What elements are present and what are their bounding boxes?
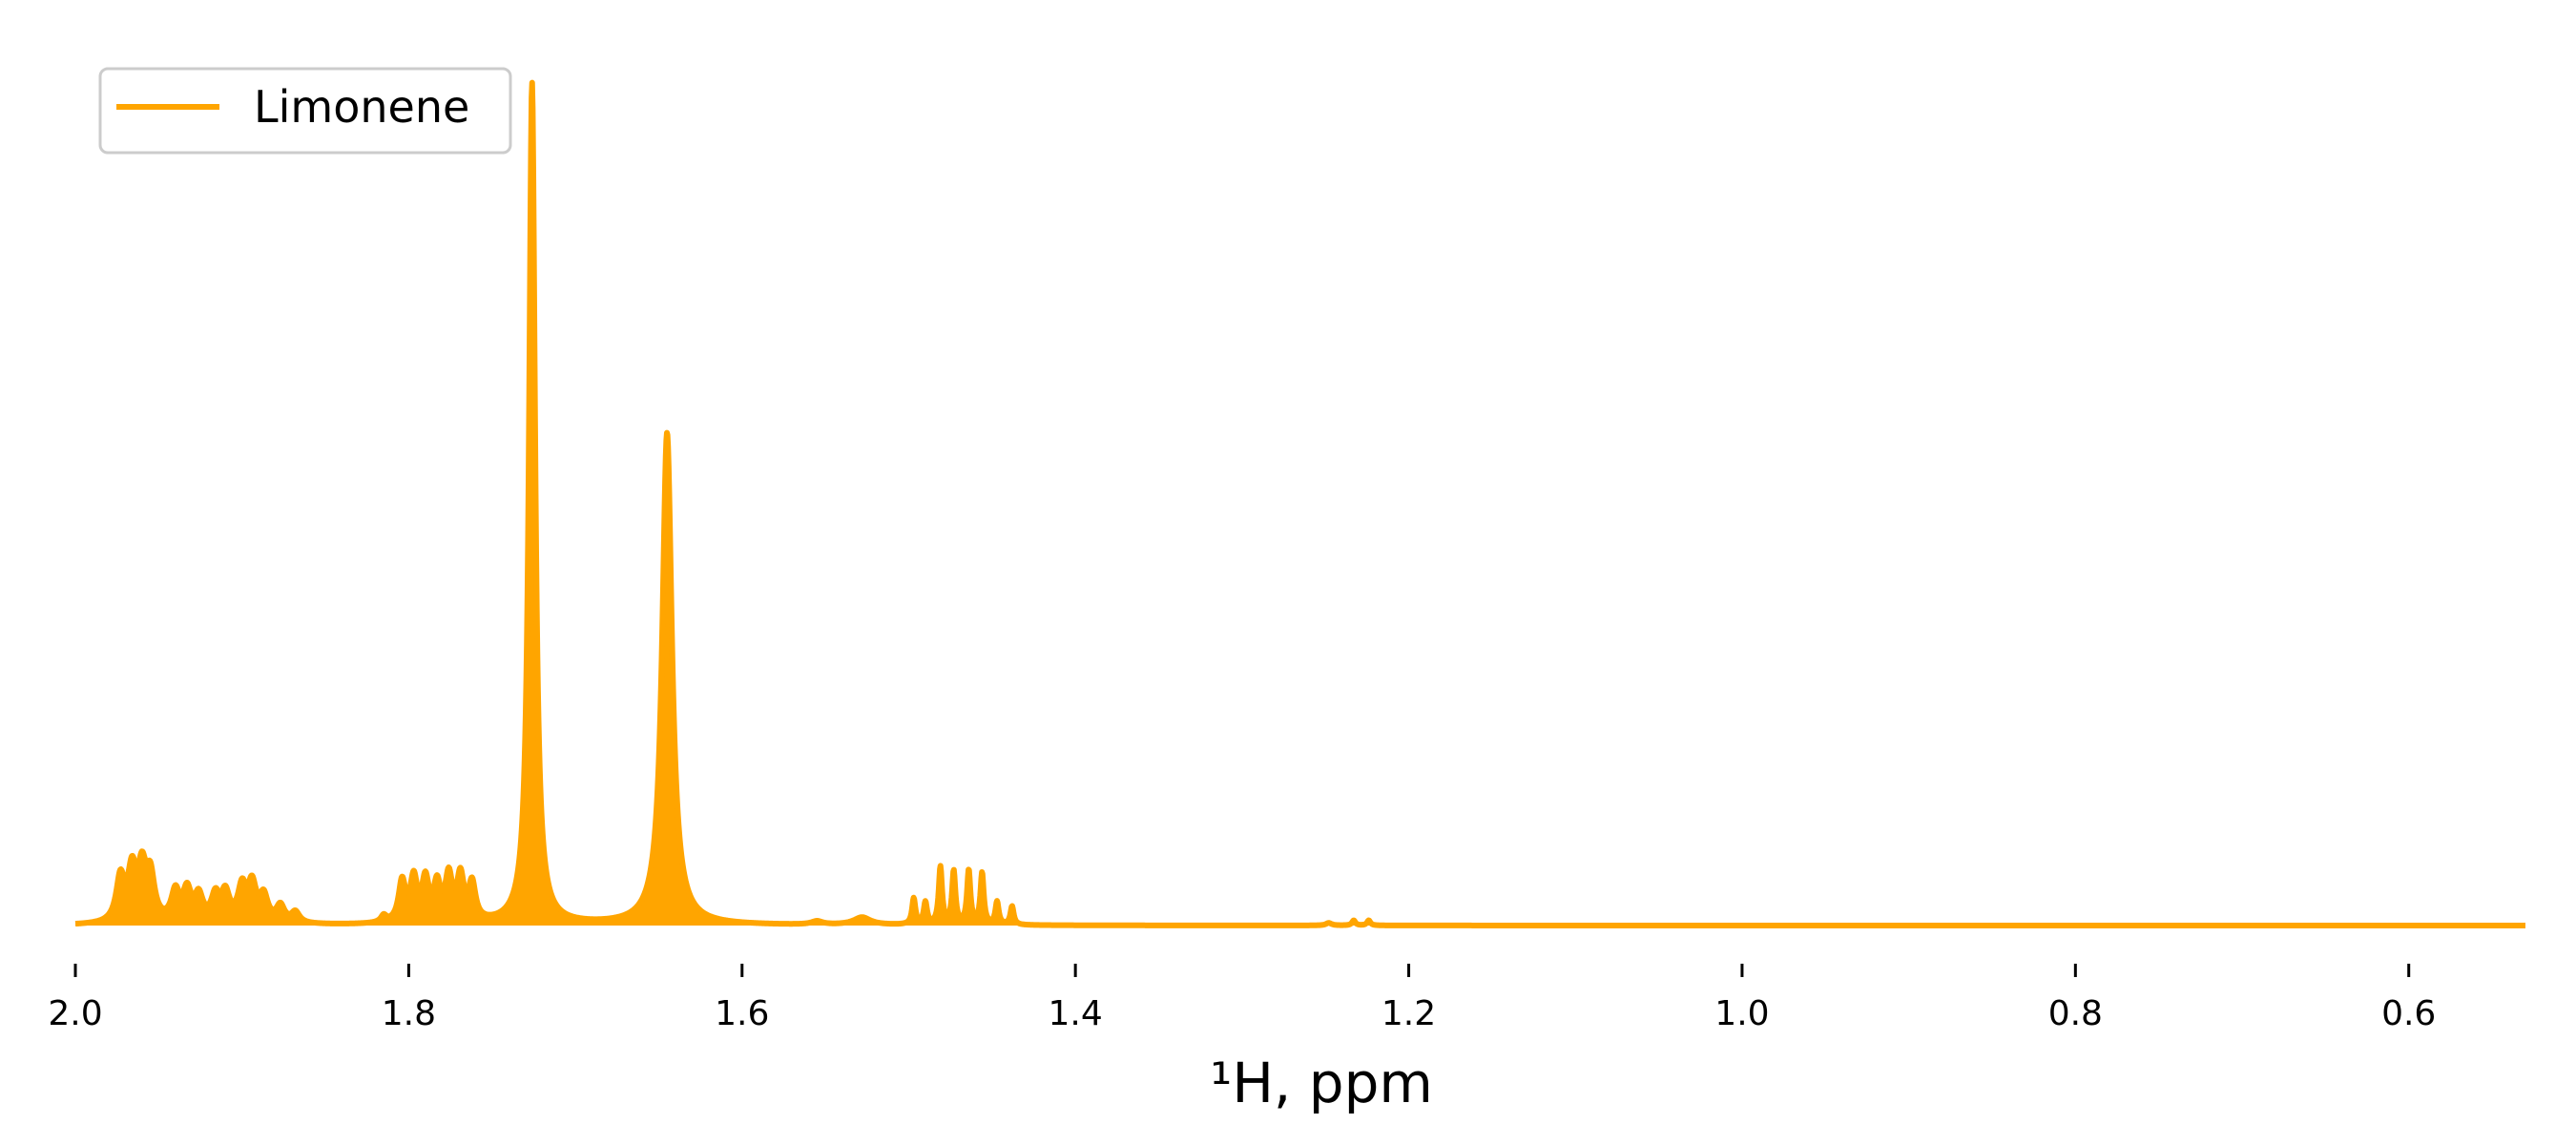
x-tick-label: 0.8 — [2048, 994, 2103, 1033]
x-tick-label: 1.0 — [1714, 994, 1769, 1033]
spectrum-line-limonene — [73, 79, 2528, 928]
x-axis: 2.0 1.8 1.6 1.4 1.2 1.0 0.8 0.6 — [48, 964, 2436, 1033]
x-tick-label: 0.6 — [2381, 994, 2436, 1033]
x-tick-label: 1.4 — [1049, 994, 1103, 1033]
spectrum-layer — [73, 79, 2528, 928]
x-tick-label: 1.6 — [715, 994, 769, 1033]
x-tick-label: 1.2 — [1381, 994, 1436, 1033]
x-axis-label: ¹H, ppm — [1210, 1051, 1433, 1115]
x-tick-label: 1.8 — [382, 994, 436, 1033]
spectrum-fill-limonene — [75, 82, 2525, 926]
legend-frame — [98, 67, 512, 155]
x-tick-label: 2.0 — [48, 994, 102, 1033]
legend: Limonene — [98, 67, 512, 155]
legend-label-limonene: Limonene — [254, 81, 469, 133]
